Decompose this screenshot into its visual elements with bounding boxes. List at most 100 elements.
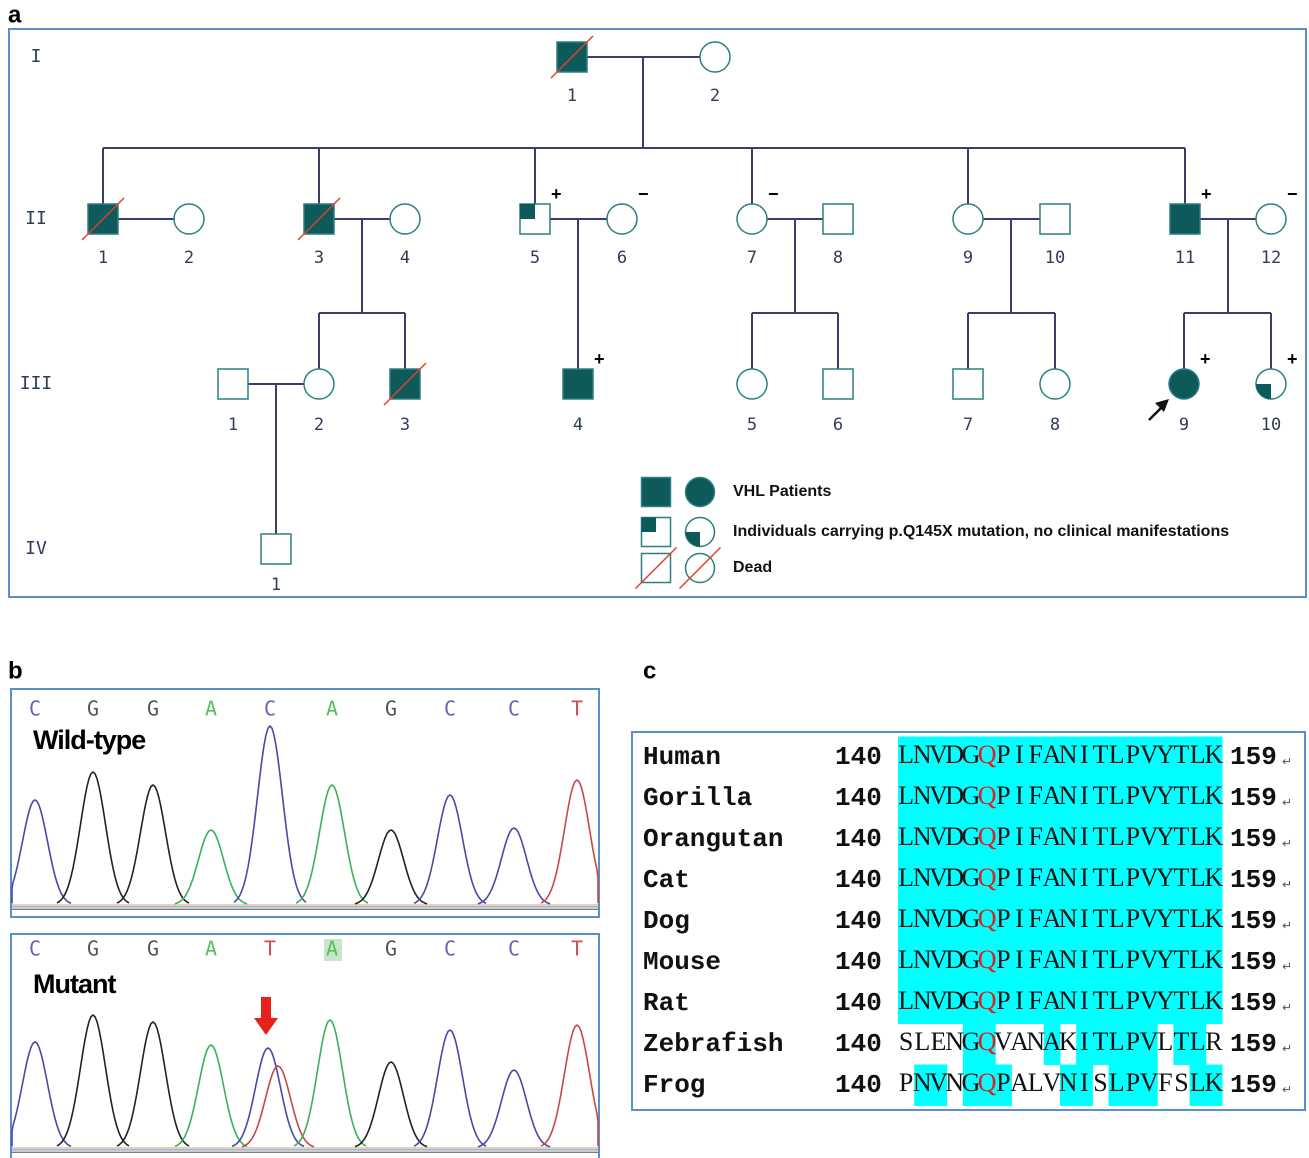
start-position: 140	[835, 906, 882, 936]
female-symbol	[737, 369, 767, 399]
return-mark: ↵	[1282, 878, 1292, 892]
base-call: A	[205, 937, 217, 961]
male-symbol	[823, 204, 853, 234]
sequence: PNVNGQPALVNISLPVFSLK	[899, 1068, 1224, 1097]
female-symbol	[607, 204, 637, 234]
individual-number: 6	[617, 248, 627, 268]
individual-number: 10	[1045, 248, 1065, 268]
genotype-sign: −	[1287, 184, 1298, 204]
end-position: 159	[1230, 906, 1277, 936]
individual-number: 9	[1179, 415, 1189, 435]
base-call: A	[326, 937, 338, 961]
panel-label: b	[8, 657, 23, 684]
carrier-fill	[1256, 384, 1271, 399]
genotype-sign: −	[638, 184, 649, 204]
trace-frame	[11, 934, 599, 1158]
base-call: T	[571, 937, 583, 961]
individual-number: 1	[98, 248, 108, 268]
end-position: 159	[1230, 988, 1277, 1018]
peak	[294, 1020, 366, 1146]
legend-label: Dead	[733, 559, 772, 576]
individual-number: 8	[1050, 415, 1060, 435]
male-symbol	[642, 478, 671, 507]
male-symbol	[218, 369, 248, 399]
genotype-sign: −	[768, 184, 779, 204]
base-call: C	[29, 937, 41, 961]
base-call: T	[571, 697, 583, 721]
female-symbol	[304, 369, 334, 399]
genotype-sign: +	[1287, 349, 1298, 369]
individual-number: 10	[1261, 415, 1281, 435]
peak	[541, 1025, 598, 1146]
individual-number: 3	[400, 415, 410, 435]
base-call: T	[264, 937, 276, 961]
individual-number: 7	[747, 248, 757, 268]
trace-title: Mutant	[33, 969, 116, 999]
female-symbol	[390, 204, 420, 234]
base-call: C	[264, 697, 276, 721]
return-mark: ↵	[1282, 1083, 1292, 1097]
base-call: C	[29, 697, 41, 721]
base-call: G	[147, 697, 159, 721]
peak	[296, 785, 368, 903]
start-position: 140	[835, 742, 882, 772]
peak	[175, 1045, 247, 1146]
individual-number: 2	[314, 415, 324, 435]
panel-a-frame	[9, 29, 1306, 597]
female-symbol	[1256, 204, 1286, 234]
individual-number: 8	[833, 248, 843, 268]
male-symbol	[1040, 204, 1070, 234]
individual-number: 1	[567, 86, 577, 106]
genotype-sign: +	[1200, 349, 1211, 369]
individual-number: 6	[833, 415, 843, 435]
individual-number: 3	[314, 248, 324, 268]
start-position: 140	[835, 824, 882, 854]
generation-label: III	[20, 373, 53, 394]
peak	[541, 780, 598, 903]
carrier-fill	[686, 532, 701, 547]
end-position: 159	[1230, 783, 1277, 813]
individual-number: 1	[228, 415, 238, 435]
peak	[355, 830, 427, 904]
female-symbol	[953, 204, 983, 234]
male-symbol	[823, 369, 853, 399]
female-symbol	[737, 204, 767, 234]
start-position: 140	[835, 988, 882, 1018]
return-mark: ↵	[1282, 1042, 1292, 1056]
genotype-sign: +	[594, 349, 605, 369]
panel-label: c	[643, 657, 656, 684]
peak	[414, 795, 486, 903]
trace-frame	[11, 689, 599, 917]
base-call: C	[508, 937, 520, 961]
carrier-fill	[642, 518, 657, 533]
female-symbol	[686, 478, 715, 507]
return-mark: ↵	[1282, 837, 1292, 851]
species-name: Orangutan	[643, 824, 783, 854]
male-symbol	[563, 369, 593, 399]
species-name: Rat	[643, 988, 690, 1018]
figure: a b c I12II12345+6−7−891011+12−III1234+5…	[0, 0, 1309, 1158]
peak	[355, 1062, 427, 1147]
peak	[175, 830, 247, 904]
peak	[57, 1015, 129, 1146]
individual-number: 4	[573, 415, 583, 435]
male-symbol	[261, 534, 291, 564]
sequence: LNVDGQPIFANITLPVYTLK	[898, 986, 1223, 1015]
legend-label: Individuals carrying p.Q145X mutation, n…	[733, 523, 1229, 540]
individual-number: 5	[530, 248, 540, 268]
species-name: Mouse	[643, 947, 721, 977]
end-position: 159	[1230, 865, 1277, 895]
male-symbol	[1170, 204, 1200, 234]
proband-arrowhead	[1155, 399, 1169, 412]
female-symbol	[1040, 369, 1070, 399]
end-position: 159	[1230, 824, 1277, 854]
species-name: Cat	[643, 865, 690, 895]
peak	[12, 800, 71, 903]
base-call: G	[147, 937, 159, 961]
return-mark: ↵	[1282, 919, 1292, 933]
base-call: C	[444, 937, 456, 961]
peak	[478, 1070, 550, 1147]
generation-label: II	[25, 208, 47, 229]
chromatogram	[12, 1015, 598, 1153]
base-call: G	[87, 937, 99, 961]
